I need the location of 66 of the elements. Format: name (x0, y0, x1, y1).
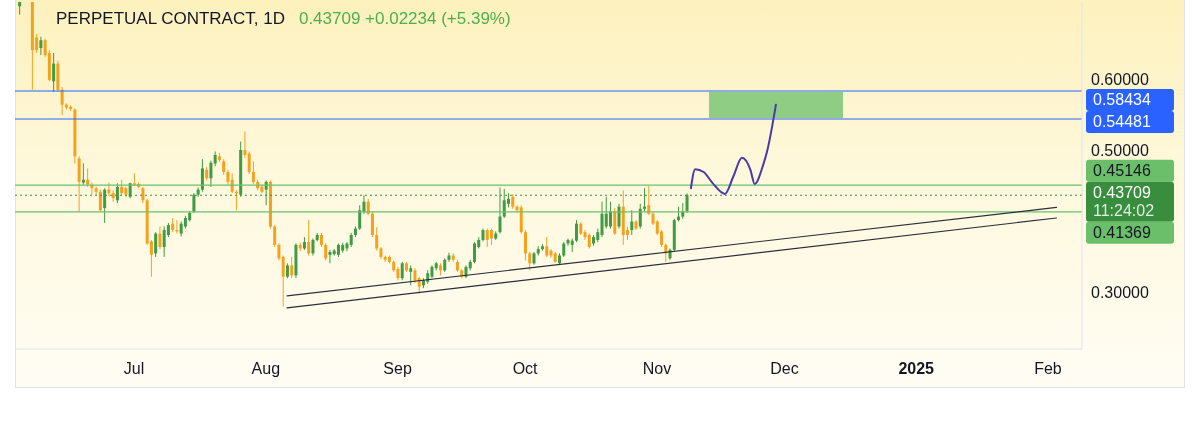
candlestick (375, 226, 379, 252)
candlestick (273, 224, 277, 248)
candlestick (643, 187, 647, 213)
ref-line-label: 0.54481 (1093, 113, 1151, 131)
candlestick (685, 192, 689, 214)
y-tick-label: 0.60000 (1091, 71, 1149, 89)
text: 11:24:02 (1093, 202, 1155, 220)
x-tick-label: Nov (642, 359, 672, 377)
candlestick (447, 252, 451, 263)
candlestick (111, 189, 115, 203)
candlestick (630, 209, 634, 236)
candlestick (358, 204, 362, 231)
x-tick-label: 2025 (898, 359, 935, 377)
x-tick-label: Feb (1034, 359, 1062, 377)
y-tick-label: 0.50000 (1091, 142, 1149, 160)
x-tick-label: Oct (512, 359, 539, 377)
candlestick (409, 264, 413, 286)
x-tick-label: Aug (251, 359, 281, 377)
candlestick (472, 241, 476, 264)
candlestick (328, 249, 332, 264)
candlestick (307, 219, 311, 257)
candlestick (243, 131, 247, 159)
candlestick (528, 251, 532, 271)
candlestick (400, 261, 404, 281)
candlestick (609, 201, 613, 230)
candlestick (52, 52, 56, 93)
line-series (689, 103, 777, 195)
candlestick (192, 192, 196, 214)
candlestick (281, 255, 285, 308)
candlestick (370, 211, 374, 238)
candlestick (209, 160, 213, 188)
candlestick (103, 187, 107, 224)
candlestick (247, 150, 251, 175)
candlestick (251, 160, 255, 185)
candlestick (647, 185, 651, 216)
ref-line-label: 0.43709 (1093, 184, 1151, 202)
candlestick (154, 231, 158, 258)
candlestick (200, 158, 204, 193)
candlestick (485, 228, 489, 248)
y-tick-label: 0.30000 (1091, 283, 1149, 301)
candlestick (502, 188, 506, 219)
candlestick (523, 229, 527, 261)
candlestick (77, 155, 81, 213)
candlestick (115, 182, 119, 204)
candlestick (498, 187, 502, 235)
candlestick (162, 225, 166, 258)
x-tick-label: Dec (770, 359, 799, 377)
candlestick (81, 162, 85, 186)
chart-subtitle: 0.43709 +0.02234 (+5.39%) (298, 8, 511, 30)
candlestick (39, 36, 43, 56)
candlestick (549, 248, 553, 259)
x-tick-label: Sep (383, 359, 412, 377)
candlestick (600, 201, 604, 238)
ref-line-label: 0.41369 (1093, 224, 1151, 242)
chart-title: PERPETUAL CONTRACT, 1D (56, 8, 285, 30)
candlestick (613, 207, 617, 236)
candlestick (575, 219, 579, 243)
ref-line-label: 0.58434 (1093, 91, 1151, 109)
candlestick (638, 203, 642, 230)
candlestick (617, 203, 621, 230)
ref-line-label: 0.45146 (1093, 162, 1151, 180)
x-tick-label: Jul (123, 359, 145, 377)
candlestick (545, 236, 549, 258)
candlestick (158, 225, 162, 250)
candlestick (94, 186, 98, 196)
candlestick (290, 256, 294, 279)
